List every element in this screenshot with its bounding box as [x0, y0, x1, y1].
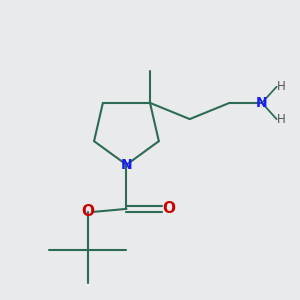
Text: H: H [277, 80, 285, 93]
Text: N: N [121, 158, 132, 172]
Text: O: O [162, 201, 175, 216]
Text: O: O [81, 204, 94, 219]
Text: H: H [277, 112, 285, 126]
Text: N: N [256, 96, 268, 110]
